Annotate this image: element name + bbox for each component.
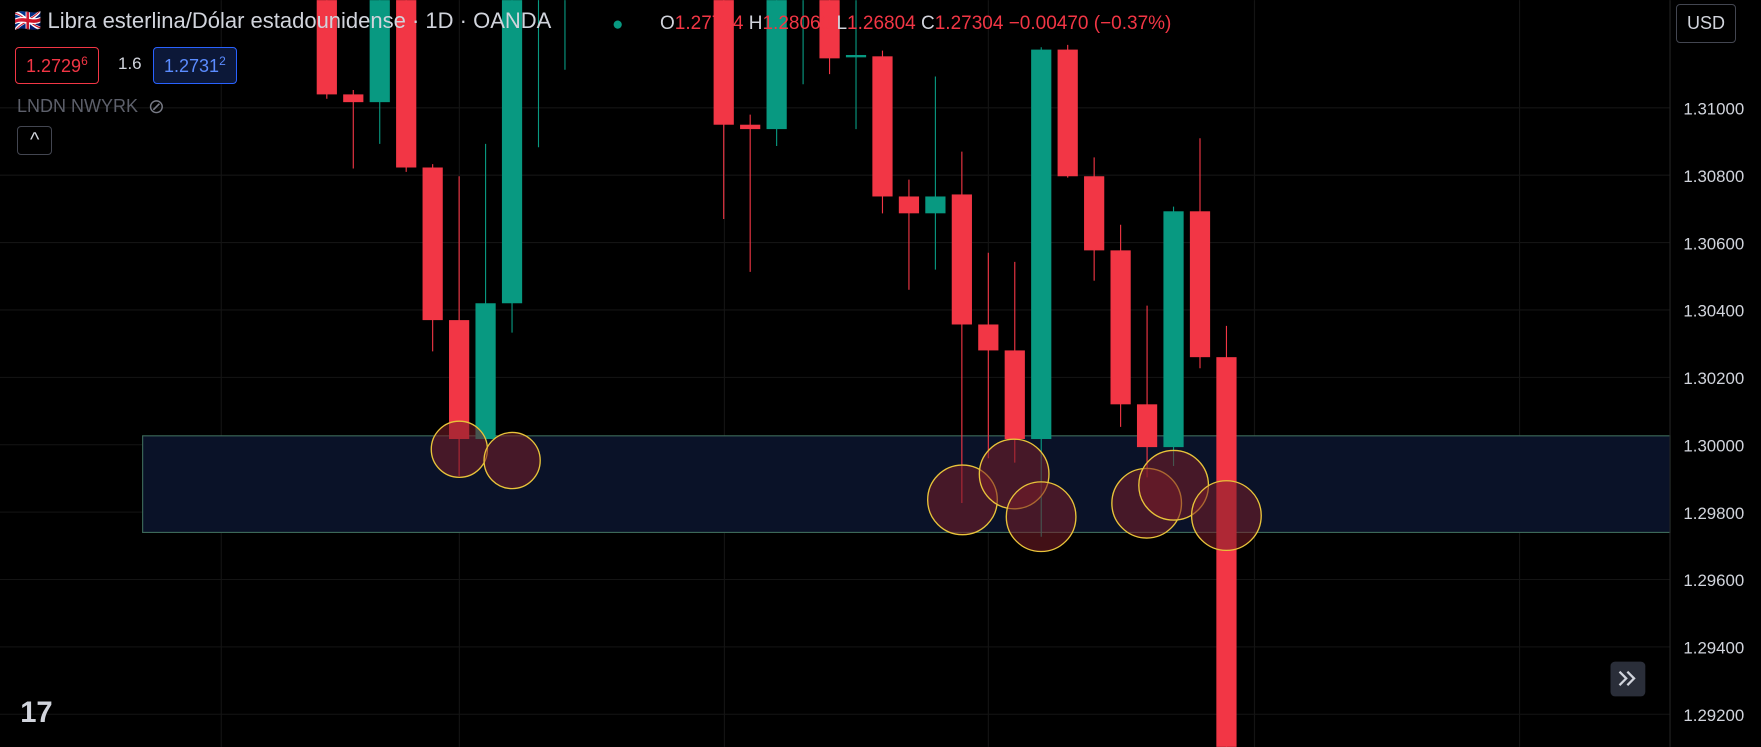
- zone[interactable]: [142, 435, 1671, 533]
- status-dot: ●: [612, 14, 624, 35]
- candle-body: [343, 94, 364, 103]
- y-tick-label: 1.31000: [1683, 100, 1744, 119]
- y-tick-label: 1.30400: [1683, 302, 1744, 321]
- c-label: C: [921, 13, 935, 34]
- candle-body: [1057, 49, 1078, 177]
- candle-body: [713, 0, 734, 125]
- bid-value: 1.2729: [26, 56, 82, 76]
- h-label: H: [748, 13, 763, 34]
- candle-body: [475, 303, 496, 440]
- y-tick-label: 1.30600: [1683, 234, 1744, 253]
- y-tick-label: 1.29800: [1683, 504, 1744, 523]
- scroll-icon: [1618, 670, 1636, 686]
- ask-value: 1.2731: [164, 56, 220, 76]
- collapse-button[interactable]: ^: [17, 126, 53, 155]
- ask[interactable]: 1.27312: [153, 47, 237, 84]
- y-tick-label: 1.29600: [1683, 571, 1744, 590]
- y-tick-label: 1.29400: [1683, 639, 1744, 658]
- candle-body: [1136, 404, 1158, 448]
- o-label: O: [660, 13, 675, 34]
- y-tick-label: 1.29200: [1683, 706, 1744, 725]
- flag: 🇬🇧: [14, 8, 42, 33]
- candle-body: [1216, 357, 1237, 747]
- candle-body: [1163, 211, 1184, 448]
- sessions: LNDN NWYRK: [17, 96, 139, 116]
- candle-body: [740, 124, 761, 130]
- symbol[interactable]: 🇬🇧 Libra esterlina/Dólar estadounidense …: [14, 8, 551, 34]
- y-tick-label: 1.30000: [1683, 436, 1744, 455]
- currency[interactable]: USD: [1676, 4, 1737, 43]
- y-tick-label: 1.30800: [1683, 167, 1744, 186]
- symbol-title: Libra esterlina/Dólar estadounidense · 1…: [47, 8, 552, 33]
- candle-body: [501, 0, 523, 304]
- bid-sup: 6: [81, 54, 88, 68]
- hide-icon[interactable]: ⊘: [148, 96, 165, 118]
- candle-body: [369, 0, 390, 103]
- candle-body: [1110, 250, 1131, 405]
- candle-body: [766, 0, 787, 130]
- candle-body: [951, 194, 972, 325]
- circles[interactable]: [430, 420, 1262, 553]
- y-tick-label: 1.30200: [1683, 369, 1744, 388]
- c-value: 1.27304: [934, 13, 1004, 34]
- o-value: 1.27774: [674, 13, 744, 34]
- candle-body: [845, 54, 867, 58]
- candle-body: [1004, 350, 1025, 440]
- candle-body: [1084, 176, 1105, 251]
- candle-body: [396, 0, 417, 168]
- candle-body: [422, 167, 443, 321]
- candle-body: [925, 196, 946, 214]
- candle-body: [872, 56, 893, 197]
- h-value: 1.28060: [762, 13, 832, 34]
- candle-body: [1031, 49, 1052, 440]
- candle-body: [316, 0, 337, 95]
- l-label: L: [836, 13, 848, 34]
- candle-body: [898, 196, 920, 214]
- l-value: 1.26804: [847, 13, 916, 34]
- scroll-button[interactable]: [1610, 661, 1646, 697]
- bid[interactable]: 1.27296: [15, 47, 99, 84]
- candle-body: [1189, 211, 1211, 358]
- logo: 17: [20, 697, 52, 729]
- change: −0.00470 (−0.37%): [1008, 13, 1172, 34]
- candle-body: [449, 320, 470, 440]
- candle-body: [978, 324, 999, 351]
- ohlc: O1.27774 H1.28060 L1.26804 C1.27304 −0.0…: [660, 13, 1171, 35]
- spread: 1.6: [118, 54, 142, 73]
- candle-body: [819, 0, 840, 59]
- ask-sup: 2: [219, 54, 226, 68]
